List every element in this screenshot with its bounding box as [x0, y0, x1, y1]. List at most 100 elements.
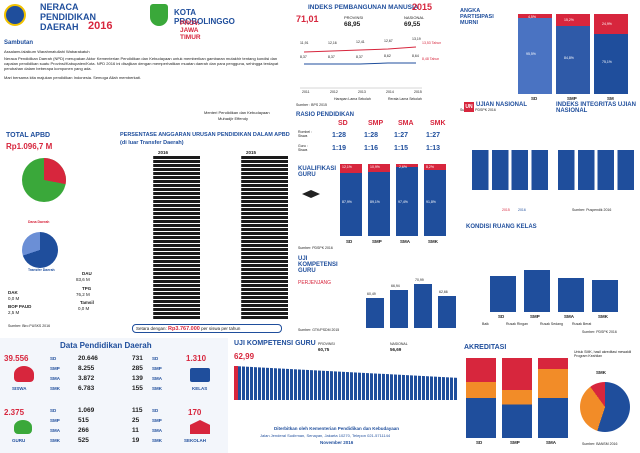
- apbd-bop-label: BOP PAUD: [8, 304, 32, 309]
- persentase-footer: Setara dengan: Rp3.767.000 per siswa per…: [132, 324, 282, 333]
- ipm-year-2: 2013: [358, 90, 366, 94]
- akreditasi-label-smp: SMP: [510, 440, 520, 445]
- ipm-top-4: 13,19: [412, 37, 421, 41]
- kondisi-legend-3: Rusak Berat: [572, 322, 592, 326]
- kualifikasi-bottom-smk: 91,8%: [426, 200, 436, 204]
- persentase-col-2015: 2015: [246, 150, 257, 155]
- ukg-bar-sma: [414, 284, 432, 328]
- rasio-r1-smk: 1:27: [426, 132, 441, 139]
- apbd-tamsil-label: Tamsil: [80, 300, 94, 305]
- apbd-transfer: Transfer Daerah: [28, 268, 55, 272]
- sekolah-smk: 19: [132, 437, 140, 444]
- kelas-sma-label: SMA: [152, 376, 162, 381]
- persentase-panel: PERSENTASE ANGGARAN URUSAN PENDIDIKAN DA…: [118, 128, 290, 336]
- kualifikasi-label-sma: SMA: [400, 239, 410, 244]
- apm-panel: ANGKA PARTISIPASI MURNI 4,5% 15,2% 24,9%…: [458, 4, 638, 120]
- kualifikasi-top-smp: 10,9%: [370, 165, 380, 169]
- header-banner: NERACA PENDIDIKAN DAERAH 2016 KOTA PROBO…: [0, 0, 235, 41]
- ukg-bar-smp: [390, 290, 408, 328]
- ujian-legend-2015: 2015: [502, 208, 510, 212]
- rasio-col-smp: SMP: [368, 120, 384, 127]
- sekolah-sd-label: SD: [152, 408, 159, 413]
- ipm-bottom-2: 8,37: [356, 55, 363, 59]
- sambutan-body: Neraca Pendidikan Daerah (NPD) merupakan…: [4, 56, 279, 72]
- classroom-icon: [190, 368, 210, 382]
- rasio-r2-smp: 1:16: [364, 145, 379, 152]
- kualifikasi-label-smk: SMK: [428, 239, 438, 244]
- apm-bottom-sm: 75,1%: [602, 60, 612, 64]
- sekolah-label: SEKOLAH: [184, 438, 207, 443]
- rasio-r1-sd: 1:28: [332, 132, 347, 139]
- ujian-integritas-title: INDEKS INTEGRITAS UJIAN NASIONAL: [556, 102, 636, 114]
- ipm-top-1: 12,16: [328, 41, 337, 45]
- siswa-smk: 6.783: [78, 385, 95, 392]
- ukg-nasional-provinsi-value: 60,75: [318, 347, 330, 352]
- apm-bottom-smp: 84,8%: [564, 56, 574, 60]
- rasio-panel: RASIO PENDIDIKAN Rombel : Siswa Guru : S…: [294, 110, 460, 158]
- guru-sd: 1.069: [78, 407, 95, 414]
- ipm-panel: INDEKS PEMBANGUNAN MANUSIA 2015 71,01 PR…: [294, 2, 454, 107]
- akreditasi-bar-sd: [466, 358, 496, 438]
- header-year: 2016: [88, 20, 113, 32]
- ipm-year-0: 2011: [302, 90, 310, 94]
- region-emblem: [150, 4, 168, 26]
- apm-source: Sumber : PDSPK 2016: [460, 108, 496, 112]
- kondisi-legend-0: Baik: [482, 322, 489, 326]
- apm-top-sd: 4,5%: [528, 15, 536, 19]
- apbd-dau-value: 83,6 M: [76, 277, 90, 282]
- guru-smp: 515: [78, 417, 89, 424]
- ukg-title: UJI KOMPETENSI GURU: [298, 256, 338, 274]
- apbd-dak-value: 0,0 M: [8, 296, 20, 301]
- sambutan-closing: Mari bersama kita majukan pendidikan Ind…: [4, 74, 141, 80]
- sambutan-title: Sambutan: [4, 40, 34, 46]
- sambutan-signer-title: Menteri Pendidikan dan Kebudayaan: [204, 110, 270, 115]
- kualifikasi-bottom-smp: 89,1%: [370, 200, 380, 204]
- ipm-nasional-label: NASIONAL: [404, 15, 425, 20]
- siswa-smp: 8.255: [78, 365, 95, 372]
- kualifikasi-label-sd: SD: [346, 239, 353, 244]
- ukg-value-smk: 62,66: [439, 290, 448, 294]
- apm-bottom-sd: 95,5%: [526, 52, 536, 56]
- akreditasi-label-sd: SD: [476, 440, 483, 445]
- ipm-year: 2015: [412, 2, 433, 12]
- integritas-bars: [558, 150, 634, 190]
- apbd-tpg-label: TPG: [82, 286, 92, 291]
- ipm-title: INDEKS PEMBANGUNAN MANUSIA: [308, 4, 419, 11]
- ujian-legend-2016: 2016: [518, 208, 526, 212]
- ipm-nasional-value: 69,55: [404, 21, 421, 28]
- ujian-panel: UN UJIAN NASIONAL INDEKS INTEGRITAS UJIA…: [462, 100, 638, 218]
- apm-bar-sm: [594, 14, 628, 94]
- guru-smk: 525: [78, 437, 89, 444]
- kondisi-legend-1: Rusak Ringan: [506, 322, 528, 326]
- guru-sma-label: SMA: [50, 428, 60, 433]
- sekolah-smp: 25: [132, 417, 140, 424]
- ujian-source: Sumber: Puspendik 2016: [572, 208, 612, 212]
- persentase-subtitle: (di luar Transfer Daerah): [120, 140, 184, 146]
- student-icon: [14, 366, 34, 382]
- siswa-sd-label: SD: [50, 356, 57, 361]
- kelas-sma: 139: [132, 375, 143, 382]
- kelas-total: 1.310: [186, 354, 207, 363]
- rasio-col-sd: SD: [338, 120, 348, 127]
- siswa-sma: 3.872: [78, 375, 95, 382]
- kondisi-bar-smp: [524, 240, 550, 312]
- apm-label-smp: SMP: [567, 96, 577, 101]
- kondisi-legend-2: Rusak Sedang: [540, 322, 563, 326]
- apbd-tamsil-value: 0,0 M: [78, 306, 90, 311]
- persentase-footer-value: Rp3.767.000: [168, 326, 200, 332]
- apbd-value: Rp1.096,7 M: [6, 142, 53, 151]
- kualifikasi-bar-sd: [340, 164, 362, 236]
- ukg-bar-sd: [366, 298, 384, 328]
- ukg-nasional-bars: [234, 366, 458, 400]
- ipm-top-0: 11,91: [300, 41, 309, 45]
- kelas-sd: 731: [132, 355, 143, 362]
- rasio-r1-sma: 1:27: [394, 132, 409, 139]
- header-title-2: PENDIDIKAN: [40, 12, 97, 22]
- guru-label: GURU: [12, 438, 26, 443]
- siswa-smp-label: SMP: [50, 366, 60, 371]
- sekolah-smk-label: SMK: [152, 438, 162, 443]
- ipm-right-bottom: 8,48 Tahun: [422, 57, 440, 61]
- sekolah-sma-label: SMA: [152, 428, 162, 433]
- apm-label-sd: SD: [531, 96, 538, 101]
- ujian-title: UJIAN NASIONAL: [476, 102, 528, 108]
